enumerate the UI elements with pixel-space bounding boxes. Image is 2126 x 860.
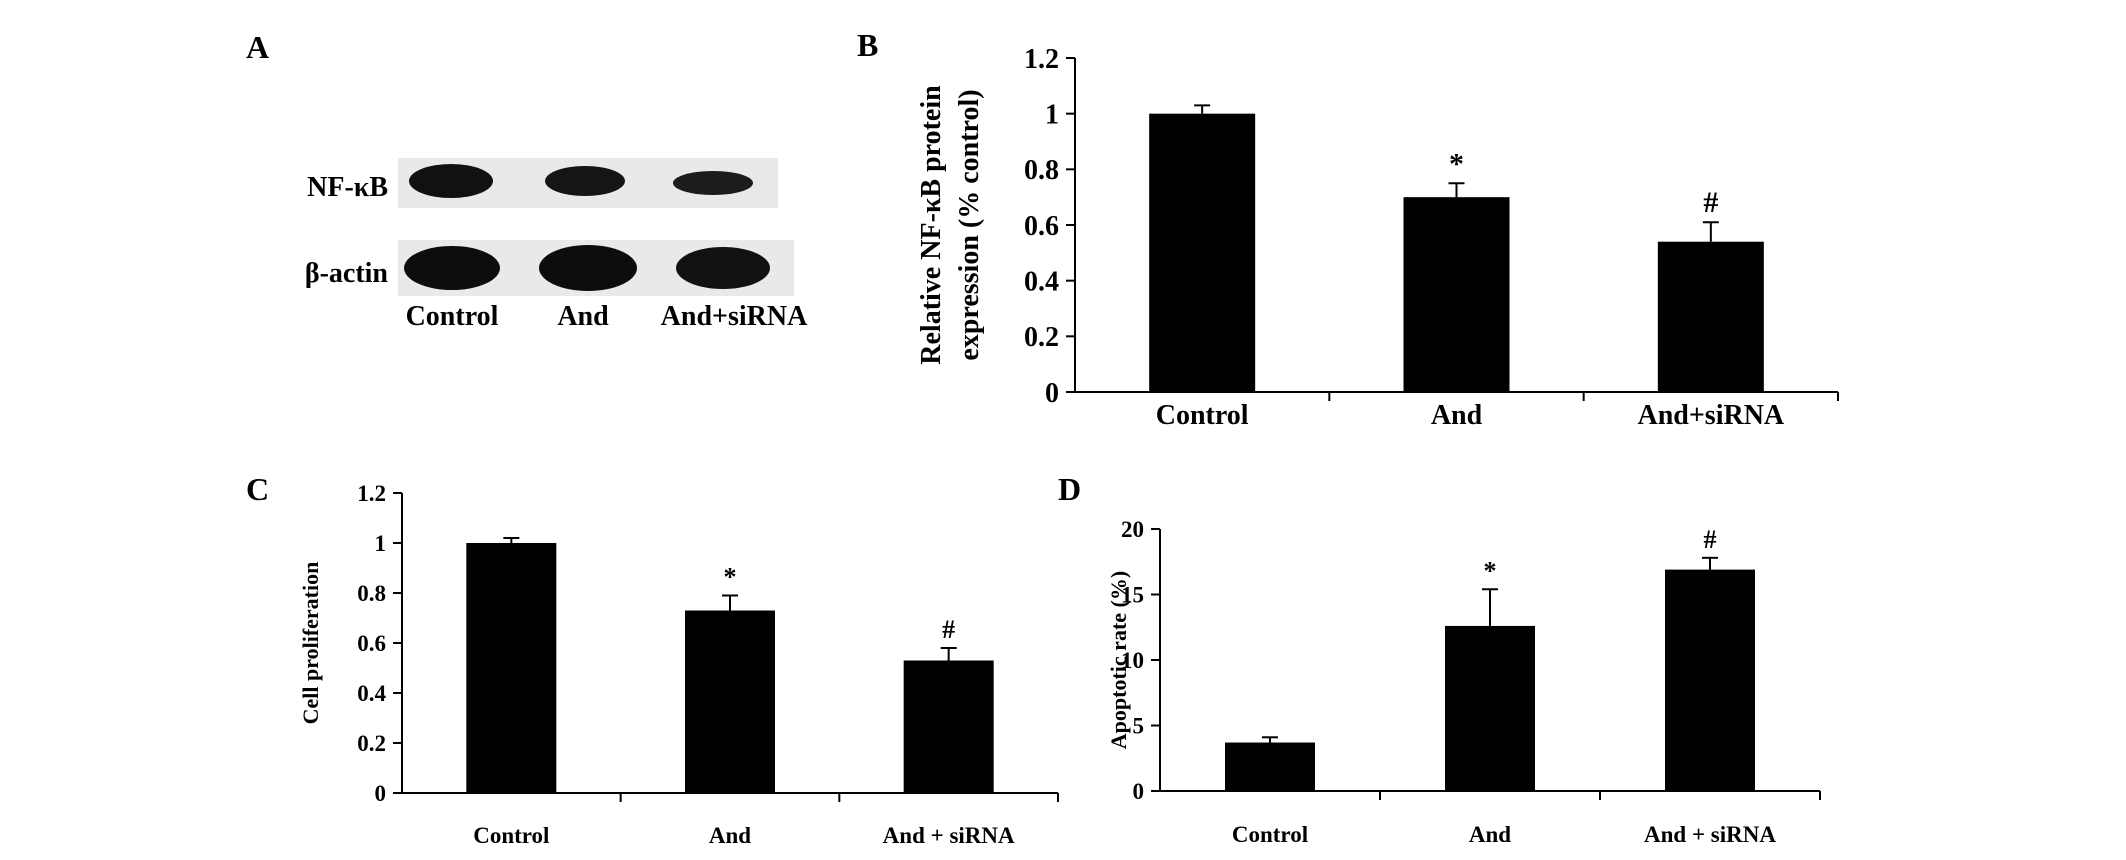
blot-band-label-nfkb: NF-κB bbox=[307, 172, 388, 203]
panel-c-letter: C bbox=[246, 471, 269, 507]
blot-strip-nfkb bbox=[398, 158, 778, 208]
y-tick-label: 0.2 bbox=[1024, 322, 1059, 353]
y-axis-label: Relative NF-κB protein bbox=[916, 85, 947, 365]
x-category-label: And+siRNA bbox=[1637, 400, 1784, 431]
y-tick-label: 5 bbox=[1133, 714, 1145, 739]
x-category-label: Control bbox=[1232, 822, 1308, 847]
blot-band bbox=[404, 246, 500, 290]
panel-d-letter: D bbox=[1058, 471, 1081, 507]
blot-band bbox=[545, 166, 625, 196]
x-category-label: And + siRNA bbox=[1644, 822, 1776, 847]
x-category-label: And bbox=[1469, 822, 1511, 847]
y-axis-label: Cell proliferation bbox=[298, 562, 323, 725]
y-tick-label: 0.6 bbox=[1024, 211, 1059, 242]
y-tick-label: 0 bbox=[1045, 378, 1059, 409]
y-axis-label: Apoptotic rate (%) bbox=[1106, 571, 1131, 749]
significance-marker: # bbox=[1704, 525, 1717, 554]
y-tick-label: 0.4 bbox=[1024, 266, 1059, 297]
y-tick-label: 0 bbox=[1133, 779, 1145, 804]
y-tick-label: 0 bbox=[375, 781, 387, 806]
blot-lane-label: Control bbox=[406, 301, 499, 332]
blot-strip-actin bbox=[398, 240, 794, 296]
blot-band bbox=[409, 164, 493, 198]
significance-marker: * bbox=[1484, 556, 1497, 585]
y-tick-label: 0.6 bbox=[357, 631, 386, 656]
y-tick-label: 10 bbox=[1121, 648, 1144, 673]
y-tick-label: 15 bbox=[1121, 583, 1144, 608]
blot-band-label-actin: β-actin bbox=[305, 258, 389, 289]
bar bbox=[1403, 197, 1510, 392]
blot-band bbox=[539, 245, 637, 291]
y-tick-label: 1.2 bbox=[1024, 44, 1059, 75]
x-category-label: Control bbox=[473, 823, 549, 848]
significance-marker: * bbox=[724, 563, 737, 592]
y-tick-label: 0.8 bbox=[357, 581, 386, 606]
blot-band bbox=[676, 247, 770, 289]
panel-a-letter: A bbox=[246, 29, 269, 65]
y-tick-label: 0.4 bbox=[357, 681, 386, 706]
significance-marker: # bbox=[942, 615, 955, 644]
chart-panel-b: 0 0.2 0.4 0.6 0.8 1 1.2 Control * And # And+siRNA Re… bbox=[916, 44, 1839, 431]
x-category-label: And + siRNA bbox=[883, 823, 1015, 848]
y-tick-label: 1 bbox=[1045, 99, 1059, 130]
panel-b-letter: B bbox=[857, 27, 878, 63]
bar bbox=[1149, 113, 1256, 393]
y-tick-label: 0.2 bbox=[357, 731, 386, 756]
blot-lane-label: And+siRNA bbox=[661, 301, 808, 332]
bar bbox=[1657, 241, 1764, 392]
bar bbox=[1225, 742, 1315, 791]
blot-band bbox=[673, 171, 753, 195]
chart-panel-d: 0 5 10 15 20 Control * And # And + siRNA Apoptotic… bbox=[1106, 517, 1821, 847]
y-tick-label: 1 bbox=[375, 531, 387, 556]
bar bbox=[1665, 569, 1755, 791]
bar bbox=[903, 660, 994, 793]
significance-marker: # bbox=[1703, 186, 1718, 219]
panel-a: A NF-κB β-actin Control And And+siRNA bbox=[246, 29, 808, 332]
bar bbox=[685, 610, 775, 793]
bar bbox=[1445, 625, 1535, 791]
x-category-label: And bbox=[709, 823, 751, 848]
y-tick-label: 20 bbox=[1121, 517, 1144, 542]
y-tick-label: 1.2 bbox=[357, 481, 386, 506]
significance-marker: * bbox=[1449, 147, 1464, 180]
bar bbox=[466, 543, 557, 793]
y-tick-label: 0.8 bbox=[1024, 155, 1059, 186]
x-category-label: And bbox=[1431, 400, 1483, 431]
blot-lane-label: And bbox=[557, 301, 609, 332]
x-category-label: Control bbox=[1156, 400, 1249, 431]
chart-panel-c: 0 0.2 0.4 0.6 0.8 1 1.2 Control * And # And + siRNA… bbox=[298, 481, 1059, 848]
y-axis-label: expression (% control) bbox=[954, 89, 985, 360]
